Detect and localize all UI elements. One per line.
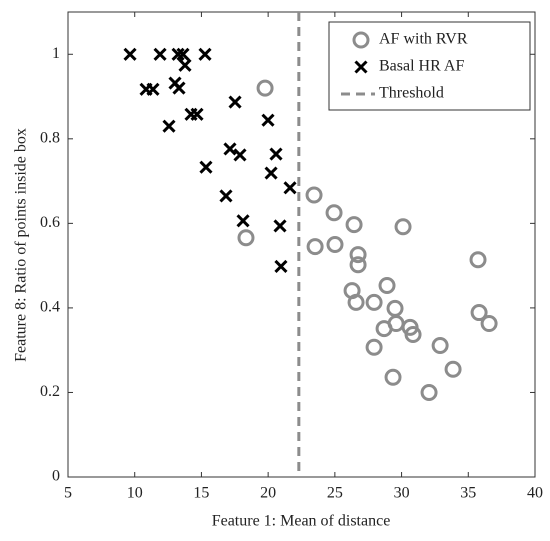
x-point (273, 219, 287, 233)
circle-point (469, 251, 487, 269)
circle-point (386, 299, 404, 317)
circle-point (347, 293, 365, 311)
circle-point (420, 383, 438, 401)
plot-frame (67, 11, 536, 478)
x-point (190, 107, 204, 121)
y-tick-label: 0 (52, 468, 60, 485)
circle-point (431, 337, 449, 355)
x-point (223, 142, 237, 156)
x-tick-label: 30 (394, 485, 410, 502)
circle-point (365, 293, 383, 311)
x-tick-label: 5 (64, 485, 72, 502)
y-axis-label: Feature 8: Ratio of points inside box (13, 128, 30, 362)
circle-point (349, 246, 367, 264)
x-point (153, 47, 167, 61)
x-point (146, 82, 160, 96)
x-point (269, 147, 283, 161)
legend-label: Basal HR AF (379, 58, 464, 75)
legend-label: Threshold (379, 85, 444, 102)
x-point (172, 81, 186, 95)
y-tick-label: 1 (52, 45, 60, 62)
x-tick-label: 40 (527, 485, 543, 502)
x-point (219, 189, 233, 203)
circle-point (394, 218, 412, 236)
x-tick-label: 20 (260, 485, 276, 502)
x-point (123, 47, 137, 61)
circle-point (444, 360, 462, 378)
circle-point (480, 315, 498, 333)
circle-point (306, 238, 324, 256)
x-tick-label: 10 (127, 485, 143, 502)
y-tick-label: 0.2 (40, 383, 60, 400)
x-point (236, 214, 250, 228)
circle-point (305, 186, 323, 204)
circle-point (325, 204, 343, 222)
x-point (264, 166, 278, 180)
x-point (274, 259, 288, 274)
x-point (199, 160, 213, 174)
x-point (178, 58, 192, 72)
circle-point (378, 277, 396, 295)
x-point (233, 148, 247, 162)
circle-point (470, 304, 488, 322)
circle-point (237, 229, 255, 247)
x-point (261, 113, 275, 127)
y-tick-label: 0.6 (40, 214, 60, 231)
circle-point (326, 236, 344, 253)
y-tick-label: 0.8 (40, 129, 60, 146)
x-axis-label: Feature 1: Mean of distance (212, 513, 391, 530)
x-point (228, 95, 242, 109)
x-tick-label: 35 (460, 485, 476, 502)
legend-marker (354, 60, 368, 74)
circle-point (384, 368, 402, 386)
circle-point (345, 216, 363, 234)
circle-point (349, 256, 367, 274)
circle-point (387, 315, 405, 333)
x-point (162, 119, 176, 133)
x-point (171, 47, 185, 61)
legend-marker (352, 31, 370, 49)
circle-point (256, 79, 274, 97)
x-tick-label: 15 (193, 485, 209, 502)
circle-point (404, 326, 422, 344)
legend-label: AF with RVR (379, 31, 468, 48)
x-point (176, 47, 190, 61)
circle-point (365, 338, 383, 356)
y-tick-label: 0.4 (40, 299, 60, 316)
x-point (198, 47, 212, 61)
x-point (283, 181, 297, 195)
x-tick-label: 25 (327, 485, 343, 502)
